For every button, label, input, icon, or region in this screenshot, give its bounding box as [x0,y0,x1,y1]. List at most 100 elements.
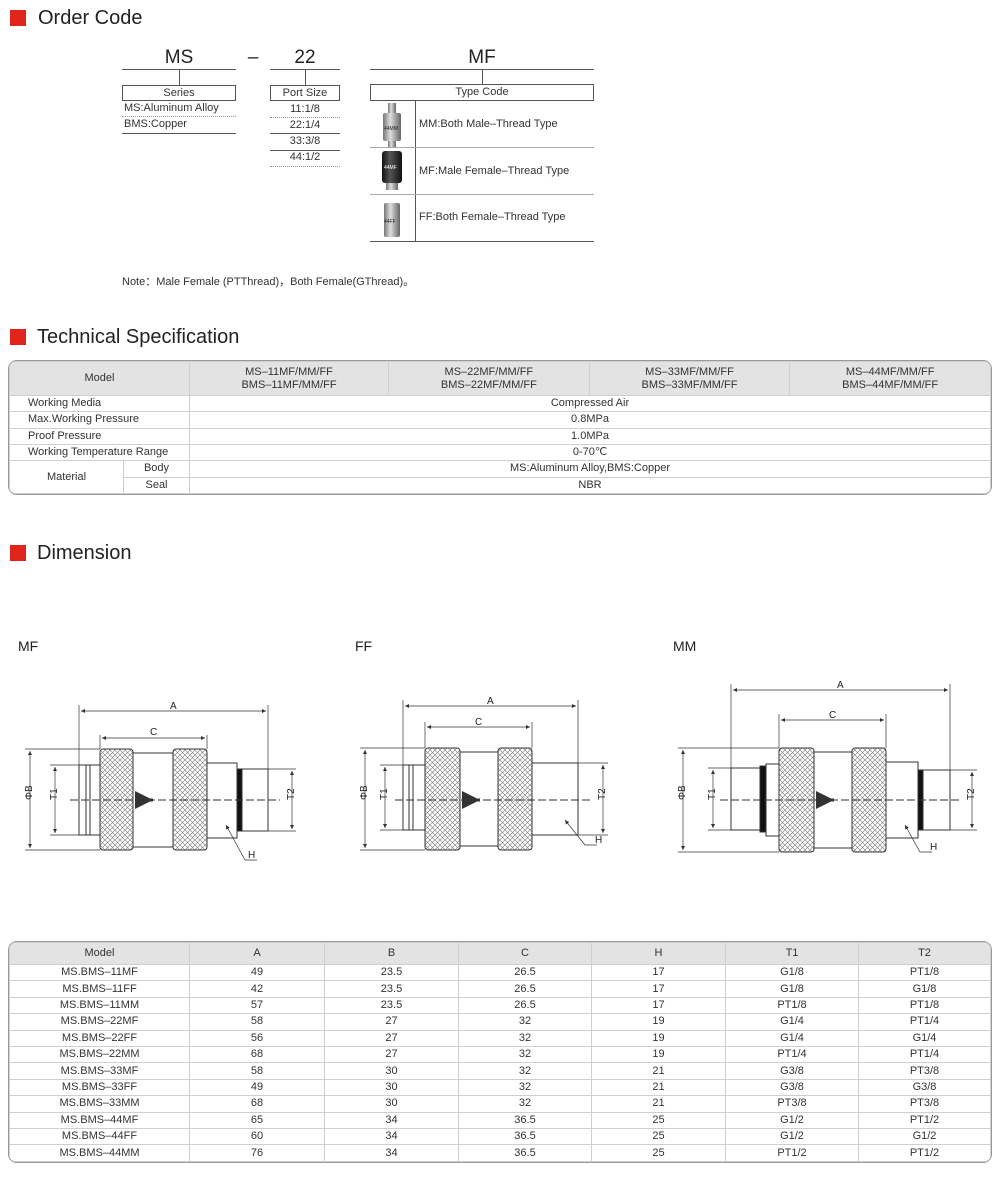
type-code-label: Type Code [370,84,594,101]
divider [370,147,594,148]
dim-cell-a: 49 [189,1078,325,1097]
divider [122,116,236,117]
connector [179,69,180,85]
section-marker [10,10,26,26]
dim-cell-t2: PT1/2 [858,1111,991,1130]
dim-cell-model: MS.BMS–44MF [9,1111,190,1130]
body-label: Body [123,460,190,478]
port-item: 11:1/8 [290,103,320,115]
dim-t1-label: T1 [379,788,390,800]
mf-product-image: 44MF [382,151,402,190]
dim-cell-t2: G3/8 [858,1078,991,1097]
dim-cell-c: 36.5 [458,1144,592,1162]
dim-cell-b: 30 [324,1062,459,1080]
dim-cell-t1: G1/4 [725,1029,859,1048]
dim-cell-h: 19 [591,1029,726,1048]
model-ms: MS–33MF/MM/FF [645,365,734,378]
divider [122,133,236,134]
port-size-label: Port Size [270,85,340,101]
ff-product-image: 44FF [384,203,400,237]
dim-cell-t1: G1/4 [725,1013,859,1031]
dim-cell-c: 32 [458,1062,592,1080]
type-item: FF:Both Female–Thread Type [419,211,566,223]
dim-cell-t2: PT1/8 [858,996,991,1015]
dim-a-label: A [837,680,844,691]
model-bms: BMS–22MF/MM/FF [440,378,537,391]
port-code: 22 [294,47,316,68]
dim-cell-a: 58 [189,1013,325,1031]
spec-value: 0.8MPa [189,411,991,429]
dim-cell-c: 26.5 [458,980,592,998]
spec-row: Max.Working Pressure 0.8MPa [9,411,991,429]
drawing-label-mm: MM [673,638,697,654]
dim-cell-a: 56 [189,1029,325,1048]
dim-cell-b: 27 [324,1029,459,1048]
dim-c-label: C [475,717,482,728]
dim-cell-a: 68 [189,1046,325,1064]
dim-cell-a: 65 [189,1111,325,1130]
order-code-title: Order Code [38,7,143,29]
dim-cell-c: 32 [458,1046,592,1064]
dim-b-label: ΦB [677,785,688,800]
dim-header-c: C [458,942,592,965]
dim-table-row: MS.BMS–33MM 68 30 32 21 PT3/8 PT3/8 [9,1095,991,1113]
dim-cell-c: 36.5 [458,1111,592,1130]
dim-table-row: MS.BMS–22FF 56 27 32 19 G1/4 G1/4 [9,1029,991,1048]
type-item: MM:Both Male–Thread Type [419,118,558,130]
dim-cell-t1: G1/8 [725,980,859,998]
model-bms: BMS–11MF/MM/FF [241,378,337,391]
connector [305,69,306,85]
spec-label: Working Temperature Range [9,443,190,462]
dim-cell-h: 19 [591,1046,726,1064]
dim-cell-t2: PT1/8 [858,963,991,982]
dim-h-label: H [595,835,602,846]
dim-h-label: H [248,850,255,861]
dim-cell-b: 23.5 [324,963,459,982]
divider [270,133,340,134]
dim-cell-a: 49 [189,963,325,982]
dim-a-label: A [170,701,177,712]
dimension-drawings: A C ΦB T1 T2 H A C ΦB T1 T2 H A C ΦB T1 … [24,680,977,861]
model-ms: MS–22MF/MM/FF [444,365,534,378]
dim-cell-b: 34 [324,1144,459,1162]
dim-t1-label: T1 [707,788,718,800]
dim-h-label: H [930,842,937,853]
dim-cell-a: 68 [189,1095,325,1113]
dim-cell-h: 21 [591,1078,726,1097]
type-code: MF [468,47,496,68]
dim-header-t2: T2 [858,942,991,965]
dim-cell-model: MS.BMS–44FF [9,1128,190,1146]
spec-label: Working Media [9,394,190,413]
product-marking: 44MF [384,165,397,171]
dim-cell-b: 23.5 [324,980,459,998]
spec-label: Proof Pressure [9,427,190,445]
dim-t2-label: T2 [597,788,608,800]
body-value: MS:Aluminum Alloy,BMS:Copper [189,460,991,478]
dim-cell-model: MS.BMS–11FF [9,980,190,998]
divider [270,166,340,167]
dim-cell-model: MS.BMS–22FF [9,1029,190,1048]
dim-cell-model: MS.BMS–22MF [9,1013,190,1031]
type-product-images: 44MM 44MF 44FF [382,103,402,237]
model-bms: BMS–33MF/MM/FF [641,378,738,391]
model-header: Model [9,361,190,396]
dim-cell-c: 32 [458,1013,592,1031]
dim-cell-b: 23.5 [324,996,459,1015]
divider [270,117,340,118]
order-note: Note：Male Female (PTThread)，Both Female(… [122,276,415,288]
spec-header-row: Model MS–11MF/MM/FF BMS–11MF/MM/FF MS–22M… [9,361,991,396]
series-item: MS:Aluminum Alloy [124,102,219,114]
dim-cell-c: 26.5 [458,996,592,1015]
dim-c-label: C [829,710,836,721]
dim-cell-h: 25 [591,1111,726,1130]
dim-header-t1: T1 [725,942,859,965]
dim-table-row: MS.BMS–22MM 68 27 32 19 PT1/4 PT1/4 [9,1046,991,1064]
dim-cell-model: MS.BMS–44MM [9,1144,190,1162]
mm-drawing [678,684,977,853]
dim-cell-t2: G1/4 [858,1029,991,1048]
dim-header-b: B [324,942,459,965]
dim-cell-c: 26.5 [458,963,592,982]
dimension-title: Dimension [37,542,132,564]
dimension-table: Model A B C H T1 T2 MS.BMS–11MF 49 23.5 26.5 17 G1/… [8,941,992,1163]
dim-cell-model: MS.BMS–11MM [9,996,190,1015]
